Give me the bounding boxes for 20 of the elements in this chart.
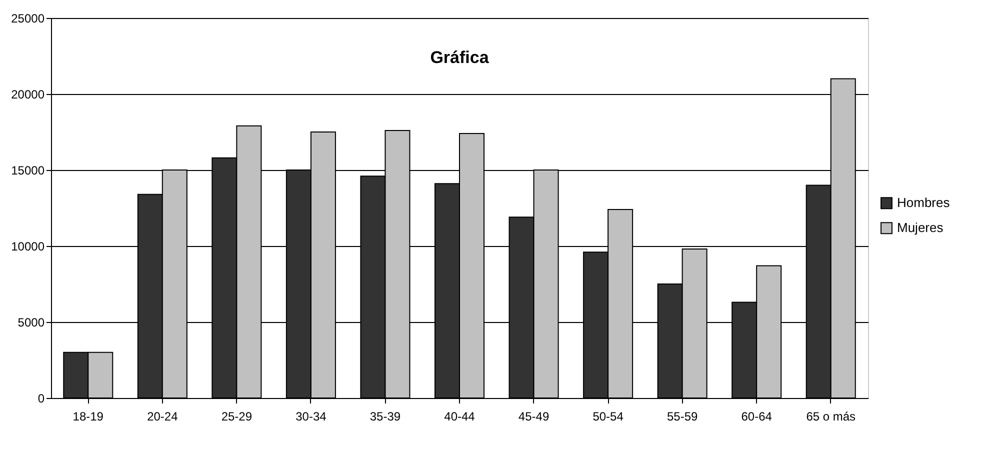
x-tick-label: 55-59 [666,410,698,424]
y-tick-label: 0 [38,392,45,406]
y-tick-label: 5000 [18,316,45,330]
x-tick-label: 25-29 [221,410,252,424]
y-tick-label: 25000 [11,12,45,26]
y-tick-label: 15000 [11,164,45,178]
y-tick-label: 20000 [11,88,45,102]
x-tick-label: 45-49 [518,410,550,424]
x-tick-label: 40-44 [444,410,476,424]
text: Gráfica [430,48,490,67]
legend-label: Hombres [897,195,950,210]
x-tick-label: 60-64 [741,410,772,424]
x-tick-label: 30-34 [296,410,327,424]
x-tick-label: 18-19 [72,410,104,424]
x-tick-label: 50-54 [592,410,624,424]
x-tick-label: 65 o más [806,410,856,424]
legend-label: Mujeres [897,220,944,236]
x-tick-label: 20-24 [147,410,178,424]
y-tick-label: 10000 [11,240,45,254]
x-tick-label: 35-39 [370,410,401,424]
